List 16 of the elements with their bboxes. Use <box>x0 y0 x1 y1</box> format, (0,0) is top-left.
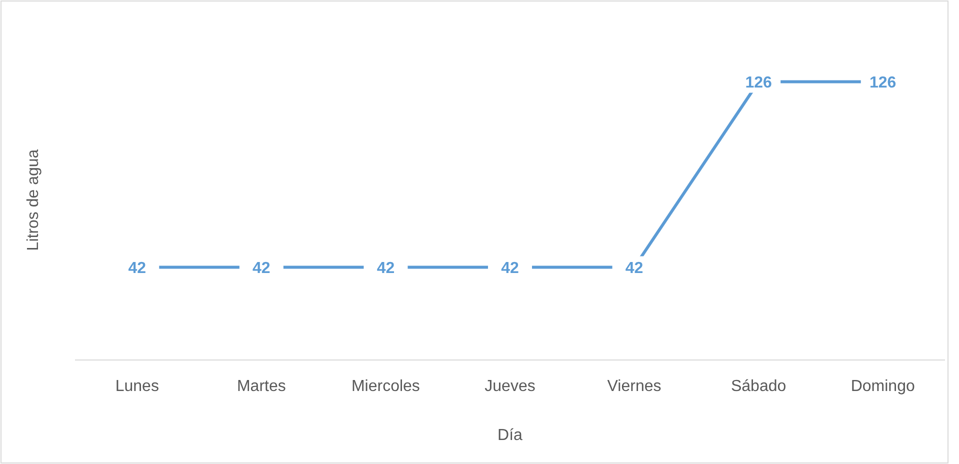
data-label: 42 <box>128 260 146 277</box>
x-tick-label: Lunes <box>115 378 159 395</box>
x-tick-label: Jueves <box>484 378 536 395</box>
data-label: 126 <box>870 74 896 92</box>
y-axis-title: Litros de agua <box>25 149 42 251</box>
x-tick-label: Martes <box>236 378 286 395</box>
x-tick-label: Viernes <box>607 378 662 395</box>
data-label: 42 <box>625 260 644 277</box>
data-label: 42 <box>252 260 270 277</box>
data-label: 126 <box>745 74 772 92</box>
x-tick-label: Miercoles <box>351 378 420 395</box>
data-label: 42 <box>501 260 519 277</box>
x-tick-label: Sábado <box>730 378 786 395</box>
x-axis-title: Día <box>498 427 523 444</box>
data-label: 42 <box>376 260 395 277</box>
x-tick-label: Domingo <box>850 378 915 395</box>
